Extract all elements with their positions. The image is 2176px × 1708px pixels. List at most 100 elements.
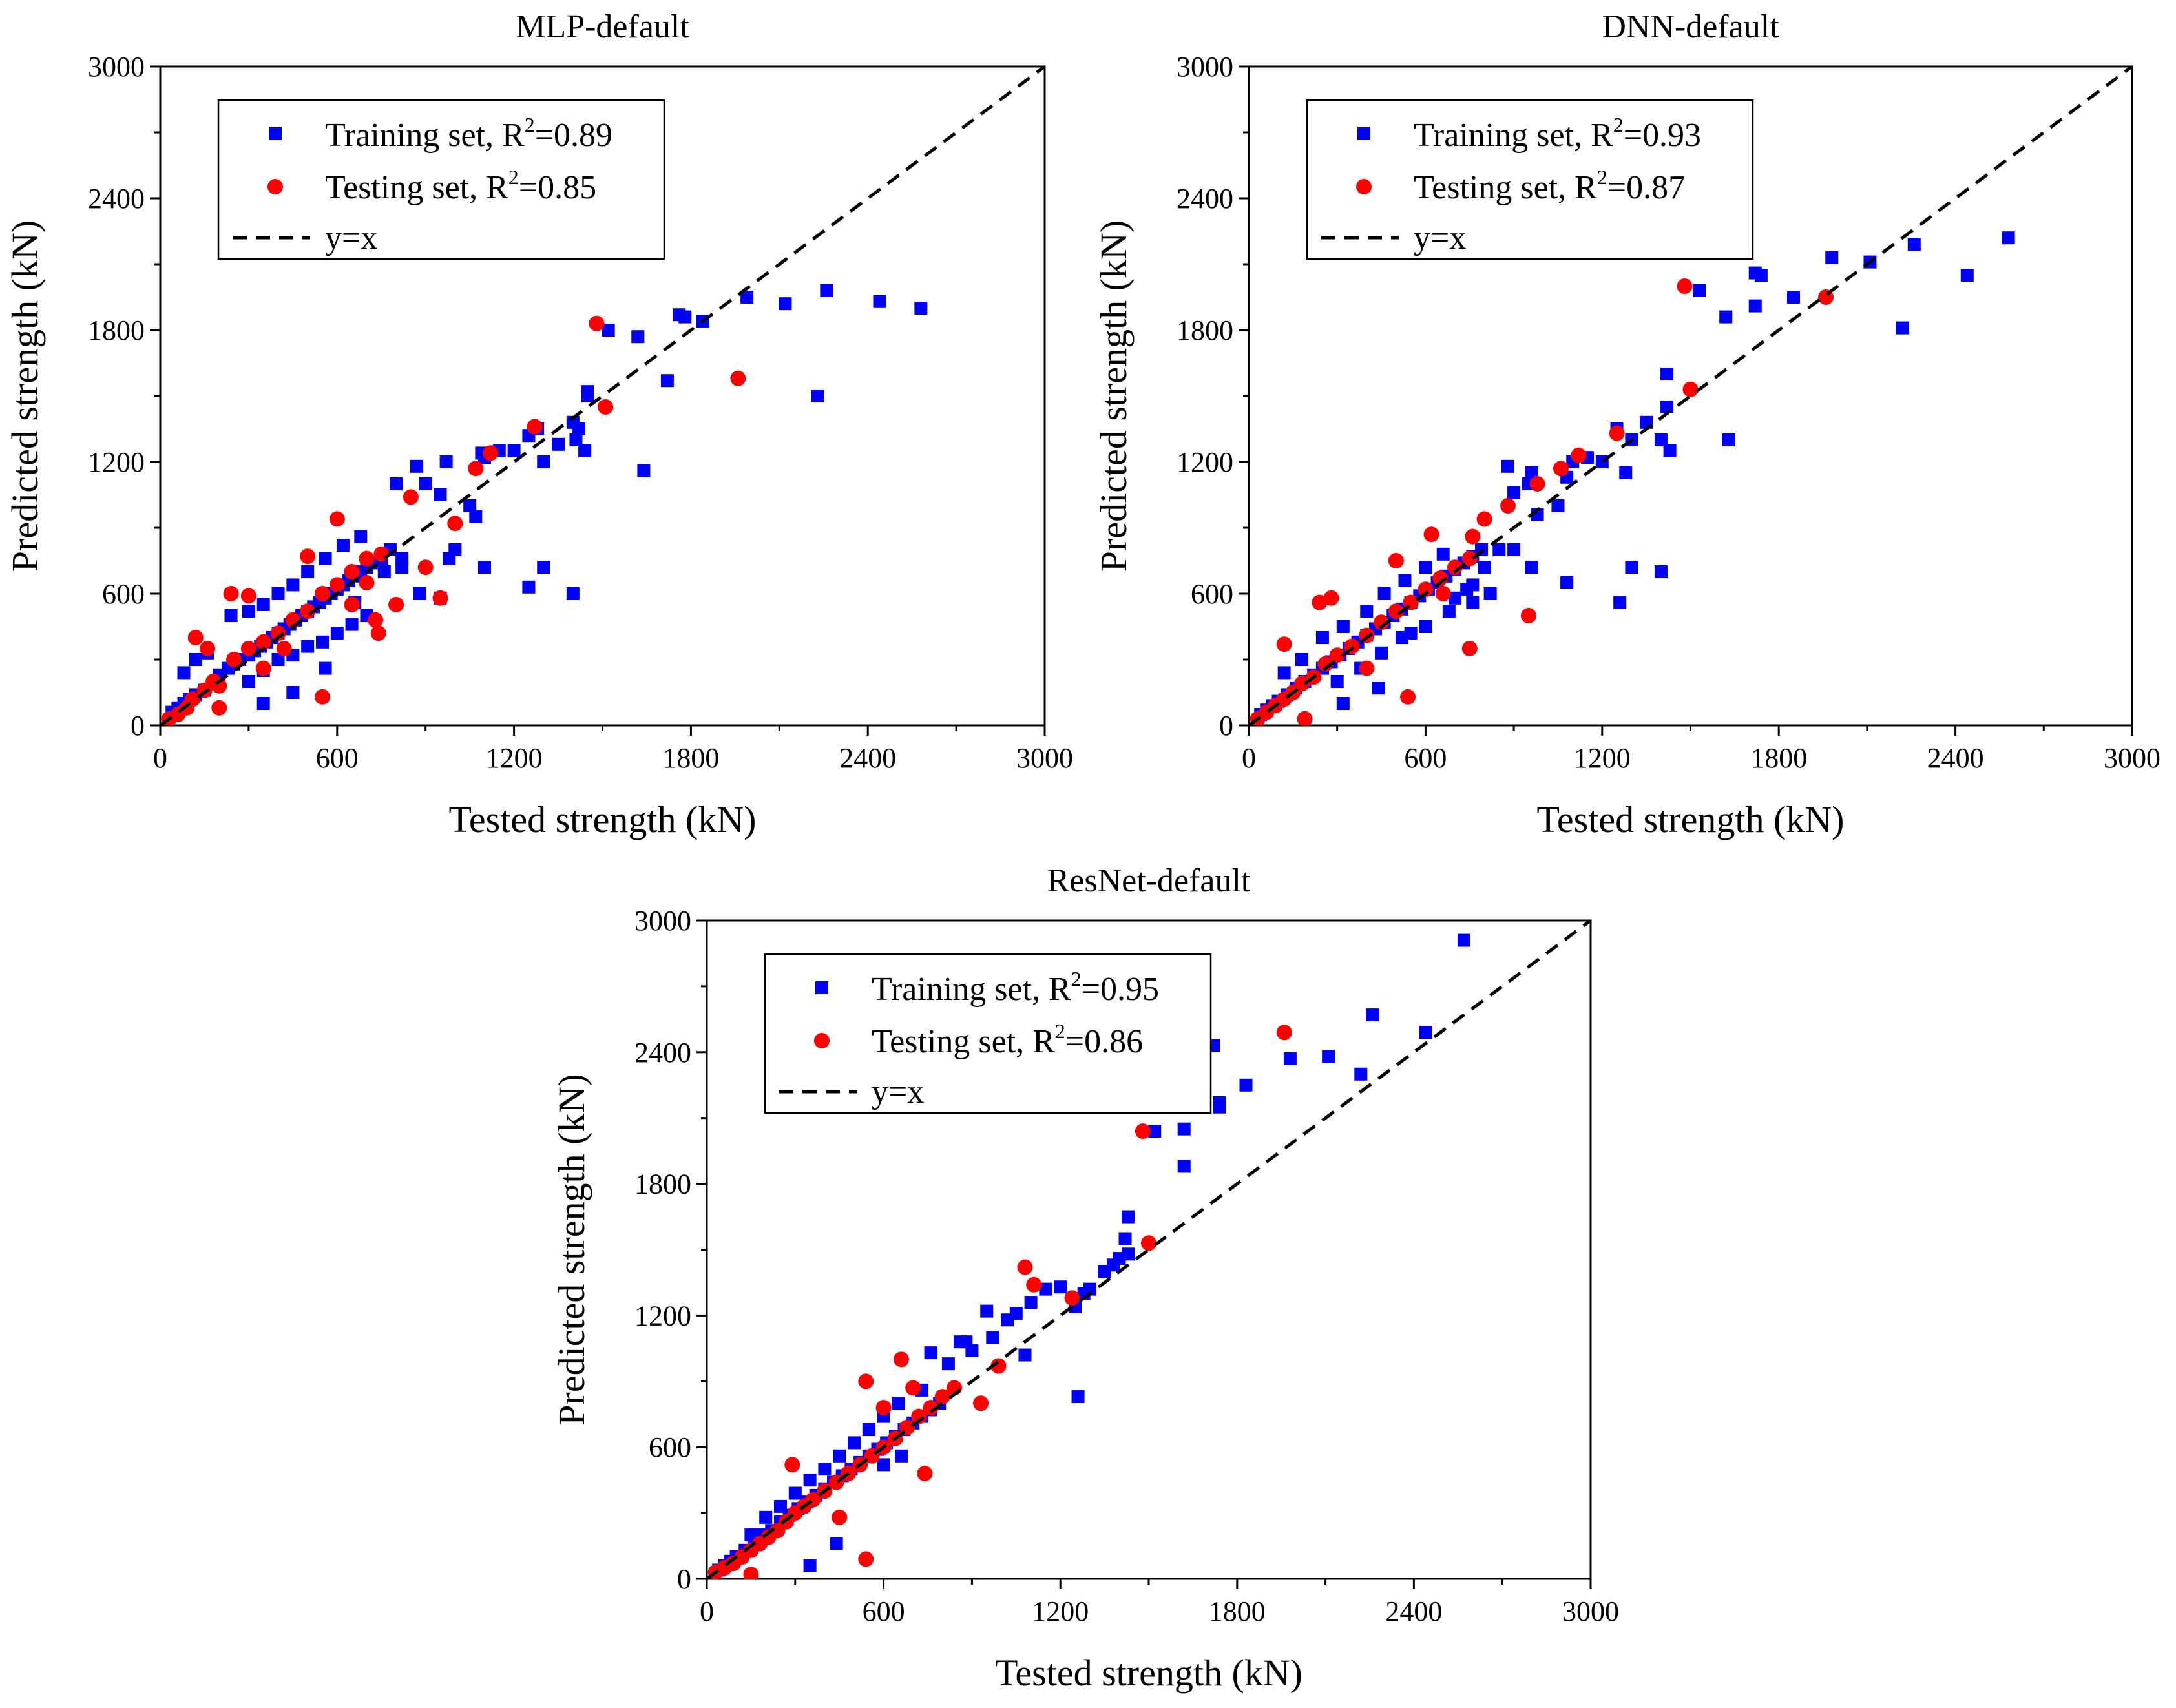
testing-point bbox=[1553, 461, 1569, 477]
legend: Training set, R2=0.93 Testing set, R2=0.8… bbox=[1306, 99, 1754, 260]
training-point bbox=[1009, 1307, 1023, 1320]
training-point bbox=[286, 686, 300, 699]
y-tick-label: 1800 bbox=[88, 315, 145, 346]
testing-point bbox=[1677, 278, 1693, 294]
testing-point bbox=[200, 641, 216, 656]
y-tick-label: 600 bbox=[1191, 578, 1233, 610]
testing-point bbox=[1317, 656, 1334, 672]
training-point bbox=[256, 697, 270, 710]
testing-point bbox=[1388, 603, 1404, 620]
y-tick-label: 3000 bbox=[634, 905, 691, 937]
testing-point bbox=[240, 641, 256, 656]
testing-point bbox=[388, 597, 404, 612]
training-point bbox=[811, 390, 824, 402]
training-point bbox=[1360, 605, 1374, 618]
testing-point bbox=[1465, 528, 1481, 545]
x-tick-label: 2400 bbox=[1385, 1596, 1442, 1627]
training-point bbox=[1024, 1296, 1038, 1309]
testing-point bbox=[1400, 689, 1416, 705]
reference-line-y-equals-x bbox=[707, 921, 1591, 1579]
testing-point bbox=[784, 1457, 800, 1473]
training-point bbox=[569, 433, 583, 446]
training-point bbox=[1054, 1280, 1067, 1294]
training-point bbox=[1896, 321, 1909, 335]
training-point bbox=[1083, 1282, 1096, 1296]
testing-point bbox=[314, 586, 330, 601]
training-point bbox=[744, 1528, 758, 1542]
legend: Training set, R2=0.95 Testing set, R2=0.8… bbox=[764, 953, 1212, 1114]
training-point bbox=[377, 565, 391, 578]
y-tick-label: 2400 bbox=[634, 1037, 691, 1068]
training-point bbox=[1122, 1210, 1135, 1224]
training-point bbox=[395, 561, 409, 574]
testing-point bbox=[211, 700, 227, 716]
testing-point bbox=[875, 1400, 892, 1416]
testing-point bbox=[1609, 425, 1625, 441]
x-tick-label: 0 bbox=[153, 742, 167, 774]
testing-point bbox=[255, 660, 271, 676]
training-point bbox=[410, 459, 424, 473]
training-point bbox=[439, 455, 453, 468]
training-point bbox=[419, 477, 432, 490]
training-point bbox=[271, 587, 285, 600]
testing-point bbox=[893, 1351, 909, 1368]
training-point bbox=[1419, 620, 1432, 633]
x-tick-label: 1200 bbox=[486, 742, 543, 774]
legend: Training set, R2=0.89 Testing set, R2=0.8… bbox=[217, 99, 665, 260]
testing-point bbox=[432, 590, 448, 606]
training-point bbox=[1478, 561, 1491, 574]
training-point bbox=[1754, 269, 1768, 282]
training-point bbox=[1322, 1050, 1335, 1063]
legend-line-label: y=x bbox=[872, 1074, 924, 1110]
training-point bbox=[1177, 1160, 1191, 1173]
testing-point bbox=[1571, 447, 1587, 463]
training-point bbox=[862, 1423, 875, 1437]
x-tick-label: 3000 bbox=[1562, 1596, 1619, 1627]
legend-testing-label: Testing set, R2=0.87 bbox=[1414, 165, 1685, 206]
training-point bbox=[788, 1486, 802, 1500]
training-point bbox=[1442, 605, 1456, 618]
training-point bbox=[1660, 368, 1674, 380]
testing-point bbox=[1447, 559, 1463, 576]
y-tick-label: 1800 bbox=[634, 1169, 691, 1200]
y-axis-title: Predicted strength (kN) bbox=[1093, 220, 1135, 572]
testing-point bbox=[1374, 614, 1390, 630]
training-point bbox=[1613, 596, 1627, 609]
testing-point bbox=[226, 652, 242, 667]
training-point bbox=[413, 587, 426, 600]
testing-point bbox=[1276, 1025, 1292, 1041]
testing-point bbox=[1017, 1259, 1033, 1275]
training-point bbox=[1663, 444, 1677, 457]
legend-training-marker bbox=[815, 981, 828, 994]
training-point bbox=[1375, 646, 1388, 660]
training-point bbox=[1354, 1067, 1368, 1081]
testing-point bbox=[483, 445, 499, 461]
training-point bbox=[1825, 251, 1839, 264]
testing-point bbox=[934, 1389, 950, 1405]
testing-point bbox=[270, 625, 286, 641]
training-point bbox=[980, 1304, 994, 1318]
training-point bbox=[1693, 284, 1706, 297]
training-point bbox=[572, 422, 585, 435]
training-point bbox=[1148, 1125, 1162, 1138]
x-tick-label: 600 bbox=[863, 1596, 905, 1627]
testing-point bbox=[329, 511, 345, 527]
training-point bbox=[2002, 231, 2015, 245]
x-tick-label: 1800 bbox=[662, 742, 719, 774]
training-point bbox=[522, 580, 536, 594]
testing-point bbox=[300, 603, 316, 620]
y-tick-label: 0 bbox=[131, 710, 145, 742]
testing-point bbox=[1476, 511, 1492, 527]
training-point bbox=[1525, 561, 1538, 574]
training-point bbox=[1722, 433, 1735, 446]
training-point bbox=[1507, 486, 1521, 499]
training-point bbox=[1213, 1100, 1226, 1114]
x-tick-label: 3000 bbox=[2104, 742, 2160, 774]
training-point bbox=[301, 640, 315, 653]
training-point bbox=[1404, 627, 1418, 640]
training-point bbox=[848, 1436, 861, 1450]
testing-point bbox=[370, 625, 386, 641]
testing-point bbox=[359, 550, 375, 567]
testing-point bbox=[1026, 1276, 1042, 1293]
training-point bbox=[774, 1499, 787, 1513]
